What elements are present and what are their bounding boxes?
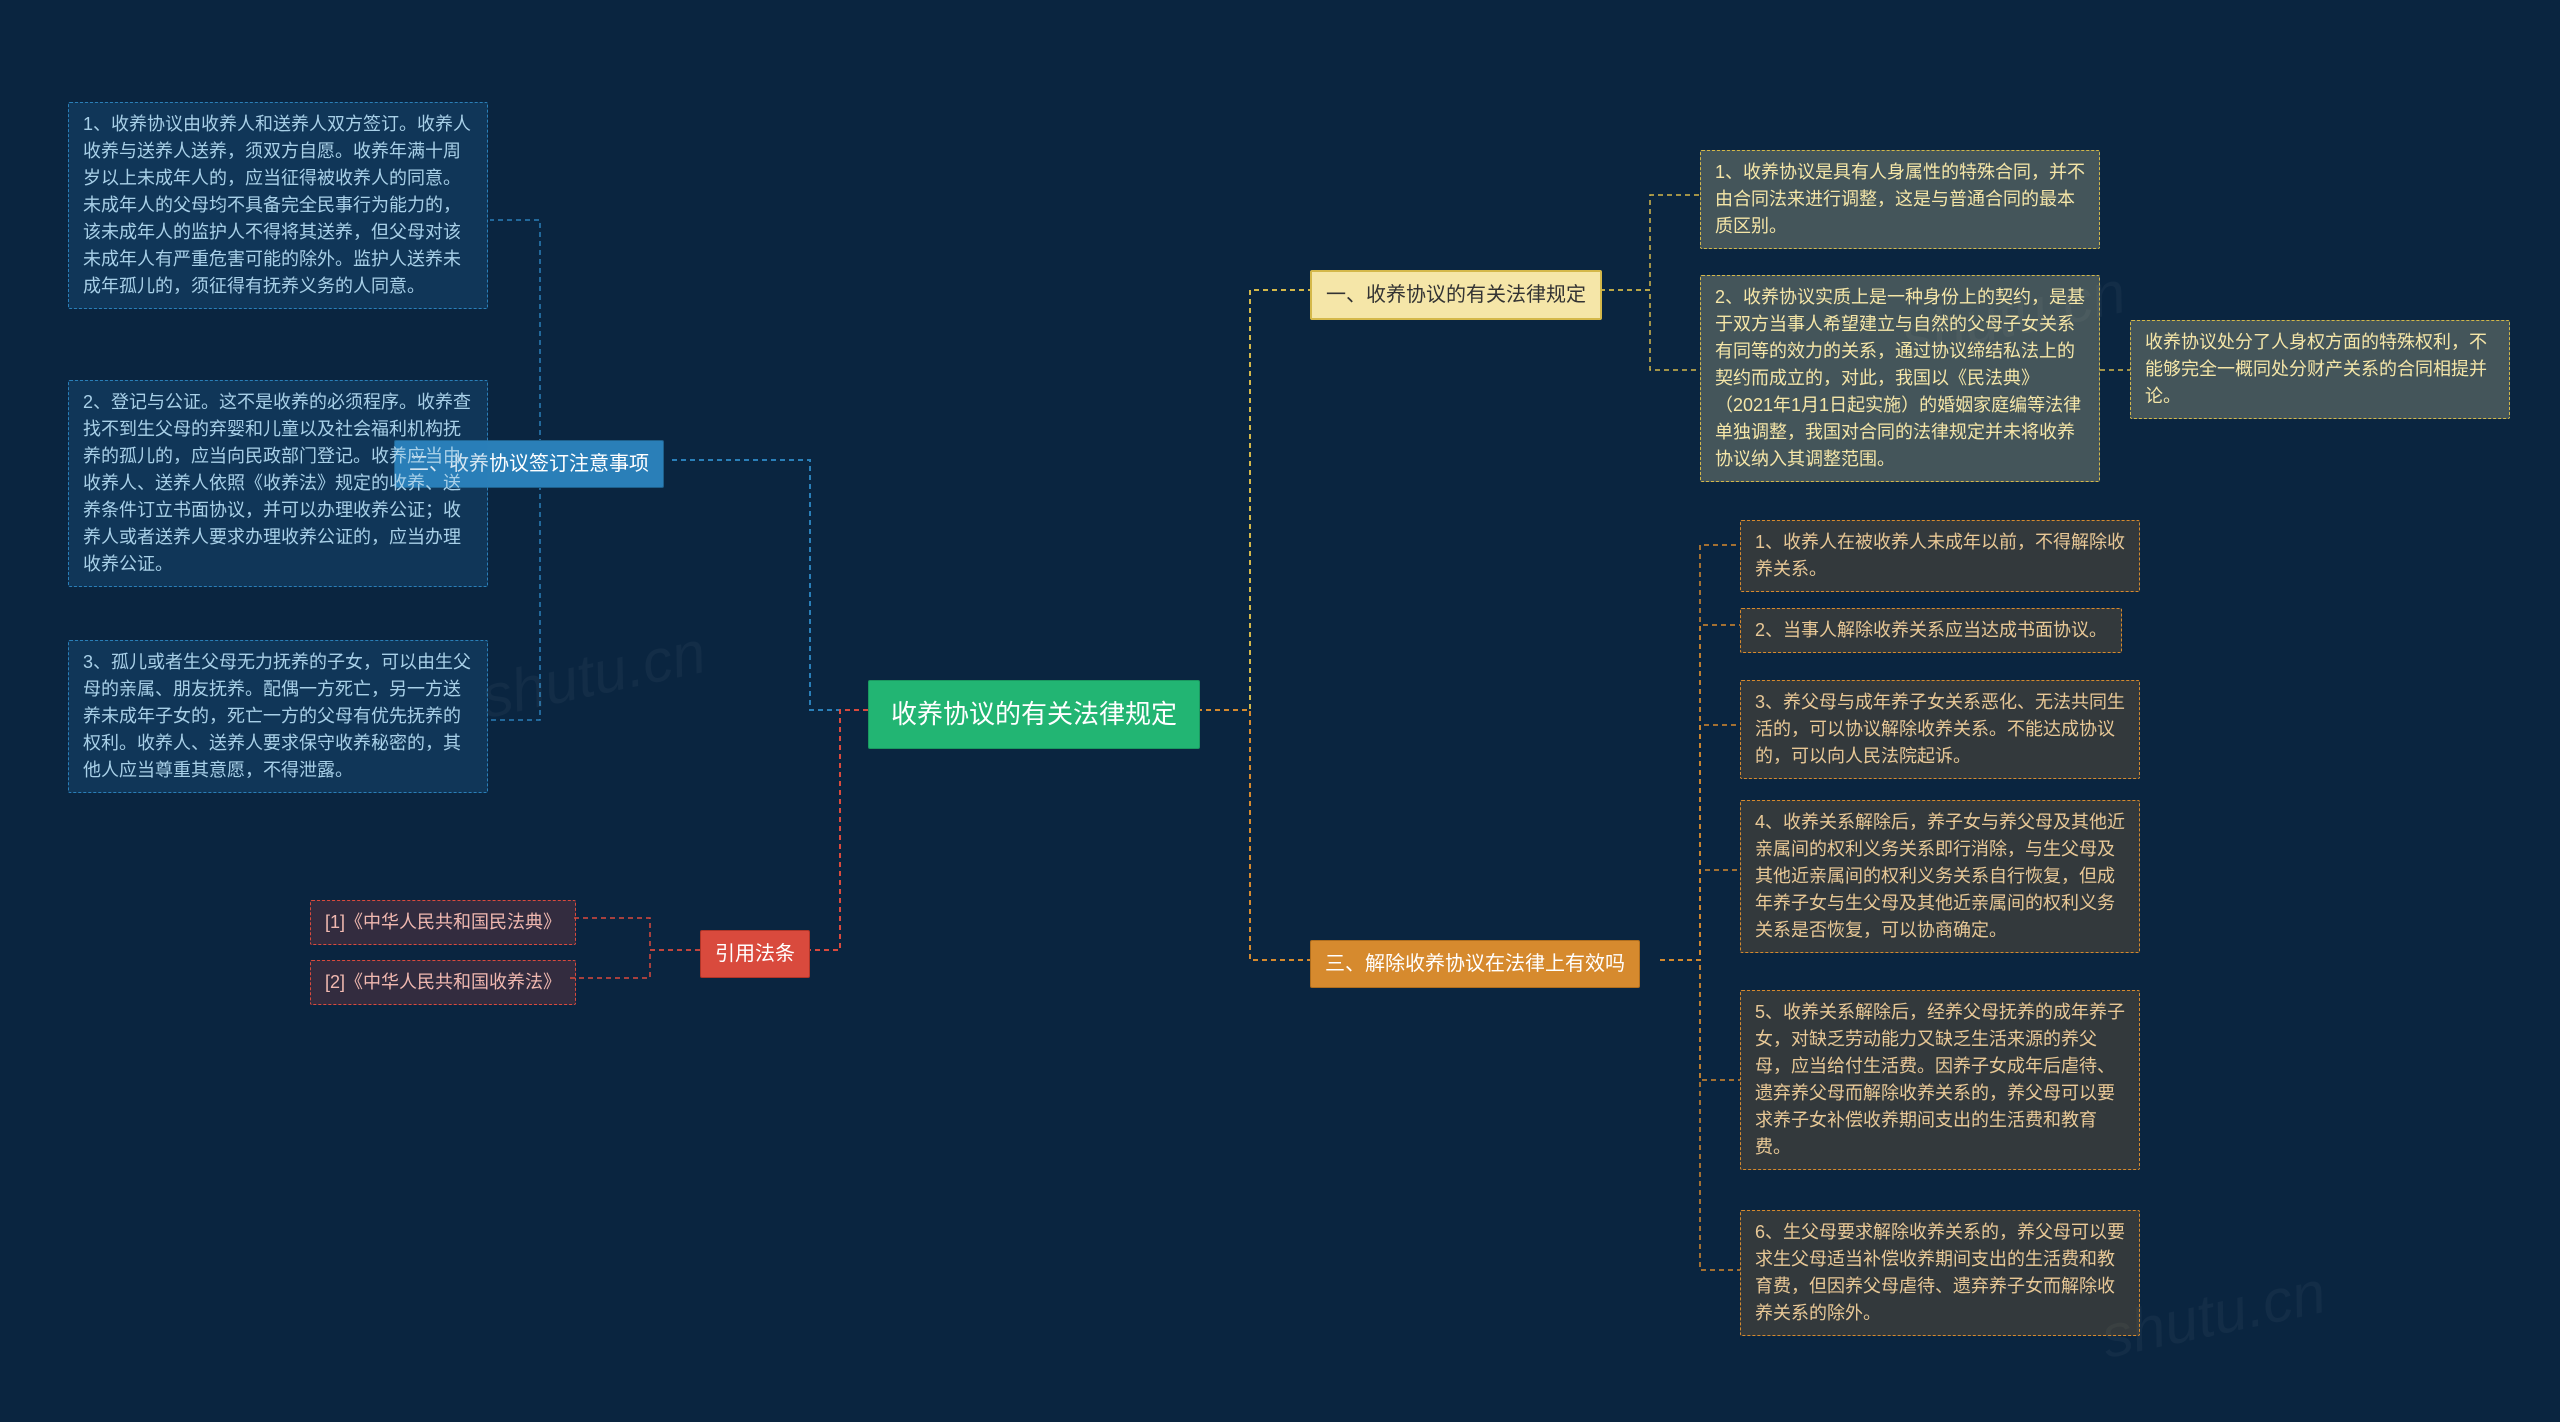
branch-1-sub: 收养协议处分了人身权方面的特殊权利，不能够完全一概同处分财产关系的合同相提并论。 [2130,320,2510,419]
branch-3-leaf-4: 4、收养关系解除后，养子女与养父母及其他近亲属间的权利义务关系即行消除，与生父母… [1740,800,2140,953]
branch-3-leaf-2: 2、当事人解除收养关系应当达成书面协议。 [1740,608,2122,653]
branch-3-leaf-1: 1、收养人在被收养人未成年以前，不得解除收养关系。 [1740,520,2140,592]
branch-1-leaf-2: 2、收养协议实质上是一种身份上的契约，是基于双方当事人希望建立与自然的父母子女关… [1700,275,2100,482]
branch-4[interactable]: 引用法条 [700,930,810,978]
branch-3[interactable]: 三、解除收养协议在法律上有效吗 [1310,940,1640,988]
root-node[interactable]: 收养协议的有关法律规定 [868,680,1200,749]
branch-2-leaf-3: 3、孤儿或者生父母无力抚养的子女，可以由生父母的亲属、朋友抚养。配偶一方死亡，另… [68,640,488,793]
branch-1-leaf-1: 1、收养协议是具有人身属性的特殊合同，并不由合同法来进行调整，这是与普通合同的最… [1700,150,2100,249]
branch-3-leaf-5: 5、收养关系解除后，经养父母抚养的成年养子女，对缺乏劳动能力又缺乏生活来源的养父… [1740,990,2140,1170]
branch-2-leaf-2: 2、登记与公证。这不是收养的必须程序。收养查找不到生父母的弃婴和儿童以及社会福利… [68,380,488,587]
branch-4-leaf-1: [1]《中华人民共和国民法典》 [310,900,576,945]
branch-3-leaf-6: 6、生父母要求解除收养关系的，养父母可以要求生父母适当补偿收养期间支出的生活费和… [1740,1210,2140,1336]
branch-4-leaf-2: [2]《中华人民共和国收养法》 [310,960,576,1005]
branch-2-leaf-1: 1、收养协议由收养人和送养人双方签订。收养人收养与送养人送养，须双方自愿。收养年… [68,102,488,309]
branch-1[interactable]: 一、收养协议的有关法律规定 [1310,270,1602,320]
branch-3-leaf-3: 3、养父母与成年养子女关系恶化、无法共同生活的，可以协议解除收养关系。不能达成协… [1740,680,2140,779]
watermark: shutu.cn [475,617,711,732]
